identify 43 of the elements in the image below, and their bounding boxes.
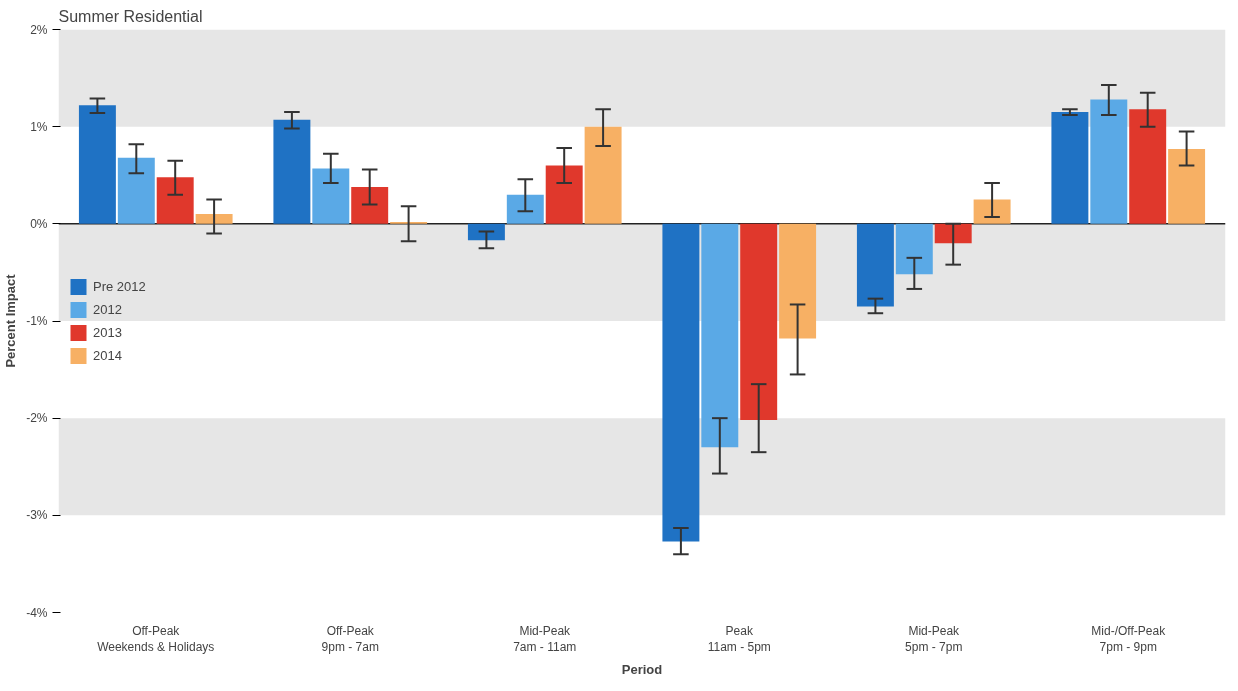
y-tick-label: -3% — [26, 508, 48, 523]
x-tick-label: Off-Peak 9pm - 7am — [321, 623, 379, 655]
bar — [1129, 109, 1167, 224]
bar — [351, 186, 389, 224]
y-tick-label: 2% — [30, 22, 48, 37]
legend-label: Pre 2012 — [93, 278, 146, 294]
bar — [1090, 99, 1128, 224]
bar — [856, 223, 894, 307]
bar — [1051, 112, 1089, 224]
bar — [545, 165, 583, 224]
y-tick-label: -1% — [26, 314, 48, 328]
bar — [506, 194, 544, 224]
y-tick-label: -2% — [26, 411, 48, 426]
y-tick-label: 0% — [30, 216, 48, 231]
bar — [78, 105, 116, 224]
bar — [156, 177, 194, 224]
bar — [273, 119, 311, 224]
bar — [467, 223, 505, 241]
y-axis-title: Percent Impact — [3, 273, 19, 368]
x-tick-label: Peak 11am - 5pm — [707, 623, 771, 655]
bar — [312, 168, 350, 224]
legend-label: 2014 — [93, 347, 122, 363]
chart-title: Summer Residential — [58, 7, 203, 25]
bar — [117, 157, 155, 224]
bar — [973, 199, 1011, 224]
bar — [195, 214, 233, 224]
bar — [584, 126, 622, 224]
y-tick-label: 1% — [30, 119, 48, 134]
bar — [934, 223, 972, 244]
bar — [740, 223, 778, 421]
bar — [701, 223, 739, 448]
x-tick-label: Mid-Peak 5pm - 7pm — [905, 623, 963, 655]
legend-label: 2012 — [93, 301, 122, 317]
bar — [662, 223, 700, 542]
x-tick-label: Mid-Peak 7am - 11am — [513, 623, 577, 655]
x-tick-label: Mid-/Off-Peak 7pm - 9pm — [1091, 623, 1167, 655]
bar — [895, 223, 933, 275]
x-tick-label: Off-Peak Weekends & Holidays — [97, 623, 215, 655]
bar — [1168, 149, 1206, 224]
y-tick-label: -4% — [26, 605, 48, 620]
bar — [779, 223, 817, 339]
legend-label: 2013 — [93, 324, 122, 340]
x-axis-title: Period — [621, 662, 663, 678]
